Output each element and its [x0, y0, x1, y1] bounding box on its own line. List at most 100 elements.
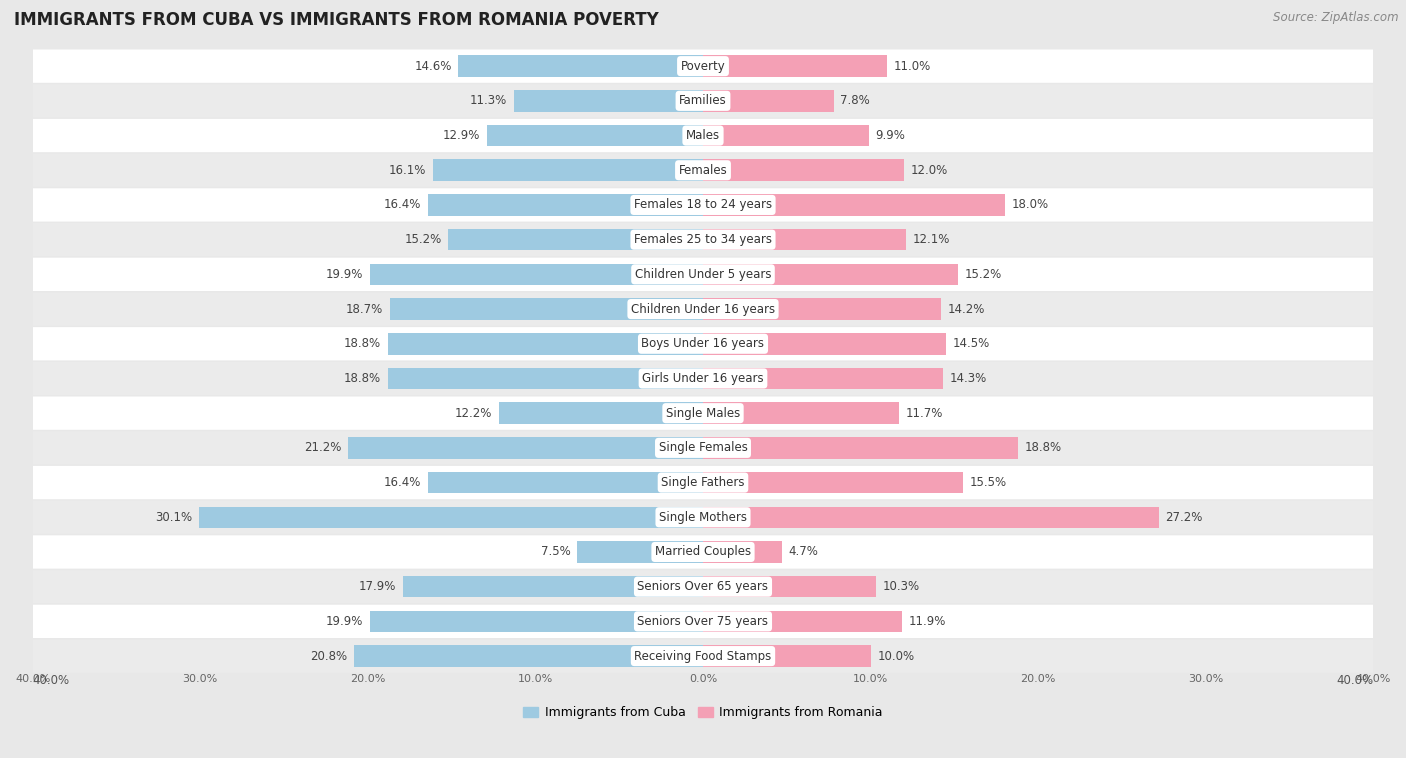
Text: 27.2%: 27.2% [1166, 511, 1204, 524]
Bar [499, 402, 703, 424]
Bar [703, 229, 905, 250]
Text: 18.8%: 18.8% [344, 337, 381, 350]
Text: 7.8%: 7.8% [841, 94, 870, 108]
Text: 12.0%: 12.0% [911, 164, 948, 177]
Text: 14.6%: 14.6% [415, 60, 451, 73]
Bar [458, 55, 703, 77]
Bar [703, 55, 887, 77]
Text: 11.0%: 11.0% [894, 60, 931, 73]
Text: 20.0%: 20.0% [350, 674, 385, 684]
Text: 14.3%: 14.3% [949, 372, 987, 385]
Text: Females: Females [679, 164, 727, 177]
FancyBboxPatch shape [32, 293, 1374, 326]
Bar [703, 506, 1159, 528]
Text: 12.1%: 12.1% [912, 233, 950, 246]
Bar [389, 299, 703, 320]
Text: 19.9%: 19.9% [325, 615, 363, 628]
Text: 10.0%: 10.0% [877, 650, 914, 662]
Text: 14.2%: 14.2% [948, 302, 986, 315]
Legend: Immigrants from Cuba, Immigrants from Romania: Immigrants from Cuba, Immigrants from Ro… [519, 701, 887, 725]
Text: 15.5%: 15.5% [970, 476, 1007, 489]
Bar [703, 368, 942, 389]
FancyBboxPatch shape [32, 223, 1374, 256]
Text: 4.7%: 4.7% [789, 546, 818, 559]
Bar [703, 437, 1018, 459]
Text: 40.0%: 40.0% [1336, 674, 1374, 687]
FancyBboxPatch shape [32, 535, 1374, 568]
Text: Seniors Over 65 years: Seniors Over 65 years [637, 580, 769, 594]
Text: Females 18 to 24 years: Females 18 to 24 years [634, 199, 772, 211]
FancyBboxPatch shape [32, 49, 1374, 83]
Text: 15.2%: 15.2% [405, 233, 441, 246]
FancyBboxPatch shape [32, 84, 1374, 117]
Bar [703, 576, 876, 597]
Bar [198, 506, 703, 528]
Text: Receiving Food Stamps: Receiving Food Stamps [634, 650, 772, 662]
FancyBboxPatch shape [32, 431, 1374, 465]
FancyBboxPatch shape [32, 327, 1374, 360]
Text: 7.5%: 7.5% [541, 546, 571, 559]
Bar [578, 541, 703, 562]
Text: 11.3%: 11.3% [470, 94, 508, 108]
Text: Single Females: Single Females [658, 441, 748, 454]
Text: Boys Under 16 years: Boys Under 16 years [641, 337, 765, 350]
Text: 9.9%: 9.9% [876, 129, 905, 142]
Bar [703, 125, 869, 146]
Text: Seniors Over 75 years: Seniors Over 75 years [637, 615, 769, 628]
Text: 40.0%: 40.0% [32, 674, 70, 687]
Text: 14.5%: 14.5% [953, 337, 990, 350]
Text: 20.0%: 20.0% [1021, 674, 1056, 684]
Text: 10.3%: 10.3% [883, 580, 920, 594]
Bar [703, 194, 1005, 216]
Text: 10.0%: 10.0% [853, 674, 889, 684]
FancyBboxPatch shape [32, 500, 1374, 534]
Text: IMMIGRANTS FROM CUBA VS IMMIGRANTS FROM ROMANIA POVERTY: IMMIGRANTS FROM CUBA VS IMMIGRANTS FROM … [14, 11, 659, 30]
Bar [388, 333, 703, 355]
Text: Families: Families [679, 94, 727, 108]
Text: 16.4%: 16.4% [384, 476, 422, 489]
Bar [703, 645, 870, 667]
Bar [370, 264, 703, 285]
Bar [703, 333, 946, 355]
Text: 16.4%: 16.4% [384, 199, 422, 211]
Text: 0.0%: 0.0% [689, 674, 717, 684]
Text: Source: ZipAtlas.com: Source: ZipAtlas.com [1274, 11, 1399, 24]
FancyBboxPatch shape [32, 605, 1374, 638]
Bar [404, 576, 703, 597]
Bar [486, 125, 703, 146]
Text: Girls Under 16 years: Girls Under 16 years [643, 372, 763, 385]
Text: 30.1%: 30.1% [155, 511, 191, 524]
Bar [513, 90, 703, 111]
Text: 18.0%: 18.0% [1011, 199, 1049, 211]
Bar [429, 194, 703, 216]
Bar [429, 471, 703, 493]
Bar [354, 645, 703, 667]
Text: 10.0%: 10.0% [517, 674, 553, 684]
Bar [703, 90, 834, 111]
FancyBboxPatch shape [32, 640, 1374, 673]
Text: 30.0%: 30.0% [183, 674, 218, 684]
Bar [347, 437, 703, 459]
Text: 40.0%: 40.0% [1355, 674, 1391, 684]
Text: 12.9%: 12.9% [443, 129, 479, 142]
Bar [703, 299, 941, 320]
Text: Females 25 to 34 years: Females 25 to 34 years [634, 233, 772, 246]
Bar [703, 611, 903, 632]
Text: 30.0%: 30.0% [1188, 674, 1223, 684]
Text: Poverty: Poverty [681, 60, 725, 73]
Bar [703, 402, 898, 424]
FancyBboxPatch shape [32, 362, 1374, 395]
Text: Single Males: Single Males [666, 406, 740, 420]
Text: 17.9%: 17.9% [359, 580, 396, 594]
Bar [433, 159, 703, 181]
Bar [388, 368, 703, 389]
Text: 11.7%: 11.7% [905, 406, 943, 420]
Bar [703, 541, 782, 562]
Text: 21.2%: 21.2% [304, 441, 342, 454]
FancyBboxPatch shape [32, 466, 1374, 500]
Text: 18.8%: 18.8% [344, 372, 381, 385]
Bar [370, 611, 703, 632]
FancyBboxPatch shape [32, 154, 1374, 187]
FancyBboxPatch shape [32, 396, 1374, 430]
Bar [449, 229, 703, 250]
